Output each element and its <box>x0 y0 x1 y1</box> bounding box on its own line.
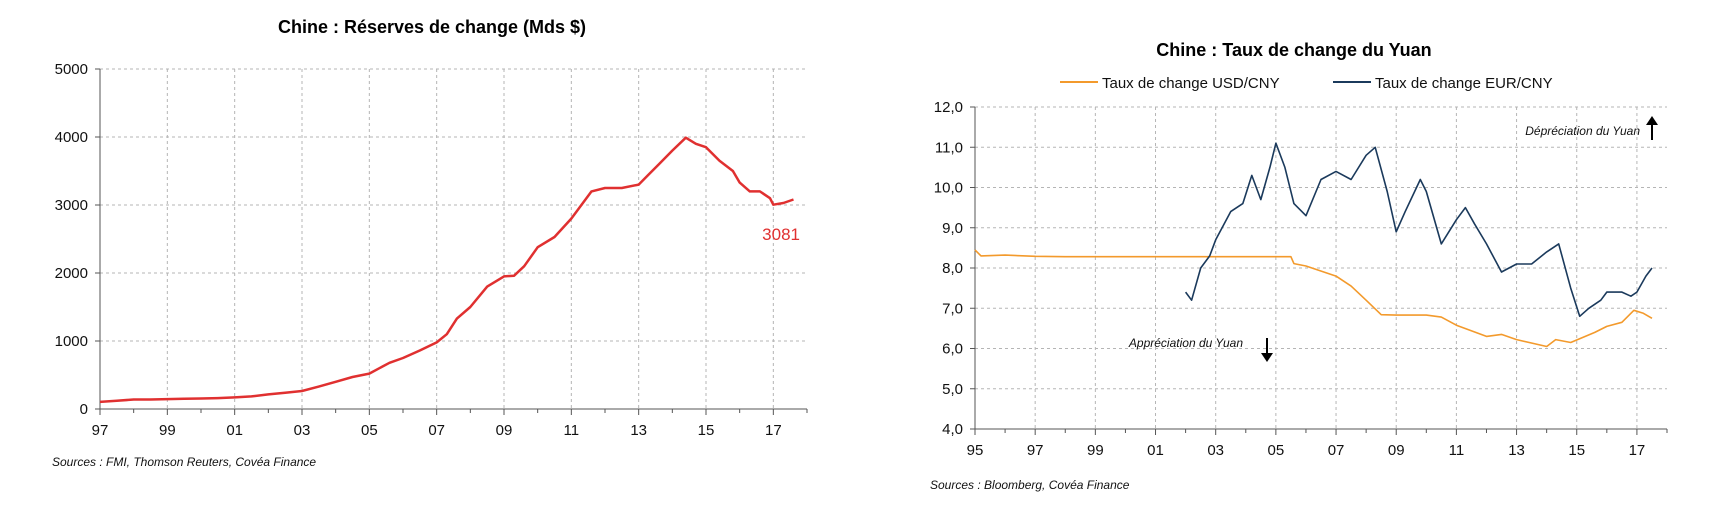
x-tick-label: 01 <box>1147 442 1164 459</box>
y-tick-label: 9,0 <box>942 220 963 237</box>
x-tick-label: 13 <box>630 422 647 439</box>
x-tick-label: 11 <box>1449 442 1465 459</box>
series-line-0 <box>99 136 794 404</box>
y-tick-label: 10,0 <box>934 180 963 197</box>
x-tick-label: 99 <box>159 422 176 439</box>
down-arrow-icon <box>1261 338 1273 362</box>
y-tick-label: 4,0 <box>942 421 963 438</box>
yuan-series <box>974 142 1653 348</box>
depreciation-annotation: Dépréciation du Yuan <box>1525 124 1640 138</box>
reserves-source-note: Sources : FMI, Thomson Reuters, Covéa Fi… <box>52 455 316 469</box>
legend-label-eur: Taux de change EUR/CNY <box>1375 75 1553 92</box>
x-tick-label: 15 <box>1568 442 1585 459</box>
y-tick-label: 8,0 <box>942 260 963 277</box>
y-tick-label: 3000 <box>55 197 88 214</box>
reserves-gridlines <box>100 68 807 409</box>
x-tick-label: 03 <box>1207 442 1224 459</box>
yuan-chart: Chine : Taux de change du Yuan Taux de c… <box>930 40 1668 492</box>
y-tick-label: 12,0 <box>934 99 963 116</box>
x-tick-label: 05 <box>361 422 378 439</box>
x-tick-label: 11 <box>564 422 580 439</box>
yuan-gridlines <box>975 106 1667 429</box>
x-tick-label: 03 <box>294 422 311 439</box>
yuan-axes <box>970 106 1668 435</box>
y-tick-label: 7,0 <box>942 300 963 317</box>
x-tick-label: 01 <box>226 422 243 439</box>
appreciation-annotation: Appréciation du Yuan <box>1128 336 1243 350</box>
series-line-1 <box>1184 142 1653 318</box>
yuan-y-tick-labels: 12,0 11,0 10,0 9,0 8,0 7,0 6,0 5,0 4,0 <box>934 99 963 438</box>
x-tick-label: 07 <box>428 422 445 439</box>
reserves-chart: Chine : Réserves de change (Mds $) 5000 4… <box>52 17 808 469</box>
yuan-x-tick-labels: 95 97 99 01 03 05 07 09 11 13 15 17 <box>967 442 1646 459</box>
x-tick-label: 05 <box>1268 442 1285 459</box>
yuan-chart-title: Chine : Taux de change du Yuan <box>1156 40 1431 60</box>
y-tick-label: 5,0 <box>942 381 963 398</box>
reserves-chart-title: Chine : Réserves de change (Mds $) <box>278 17 586 37</box>
x-tick-label: 17 <box>765 422 782 439</box>
x-tick-label: 17 <box>1629 442 1646 459</box>
reserves-y-tick-labels: 5000 4000 3000 2000 1000 0 <box>55 61 88 418</box>
y-tick-label: 11,0 <box>935 139 963 156</box>
reserves-series <box>99 136 794 404</box>
x-tick-label: 97 <box>1027 442 1044 459</box>
x-tick-label: 95 <box>967 442 984 459</box>
y-tick-label: 5000 <box>55 61 88 78</box>
x-tick-label: 15 <box>698 422 715 439</box>
reserves-last-value-label: 3081 <box>762 225 800 244</box>
up-arrow-icon <box>1646 116 1658 140</box>
reserves-x-tick-labels: 97 99 01 03 05 07 09 11 13 15 17 <box>92 422 782 439</box>
x-tick-label: 07 <box>1328 442 1345 459</box>
y-tick-label: 2000 <box>55 265 88 282</box>
series-line-0 <box>974 249 1653 348</box>
x-tick-label: 09 <box>1388 442 1405 459</box>
yuan-legend: Taux de change USD/CNY Taux de change EU… <box>1060 75 1553 92</box>
reserves-axes <box>95 68 808 415</box>
x-tick-label: 99 <box>1087 442 1104 459</box>
x-tick-label: 09 <box>496 422 513 439</box>
y-tick-label: 4000 <box>55 129 88 146</box>
x-tick-label: 97 <box>92 422 109 439</box>
yuan-source-note: Sources : Bloomberg, Covéa Finance <box>930 478 1130 492</box>
legend-label-usd: Taux de change USD/CNY <box>1102 75 1280 92</box>
y-tick-label: 0 <box>80 401 88 418</box>
y-tick-label: 6,0 <box>942 341 963 358</box>
x-tick-label: 13 <box>1508 442 1525 459</box>
y-tick-label: 1000 <box>55 333 88 350</box>
